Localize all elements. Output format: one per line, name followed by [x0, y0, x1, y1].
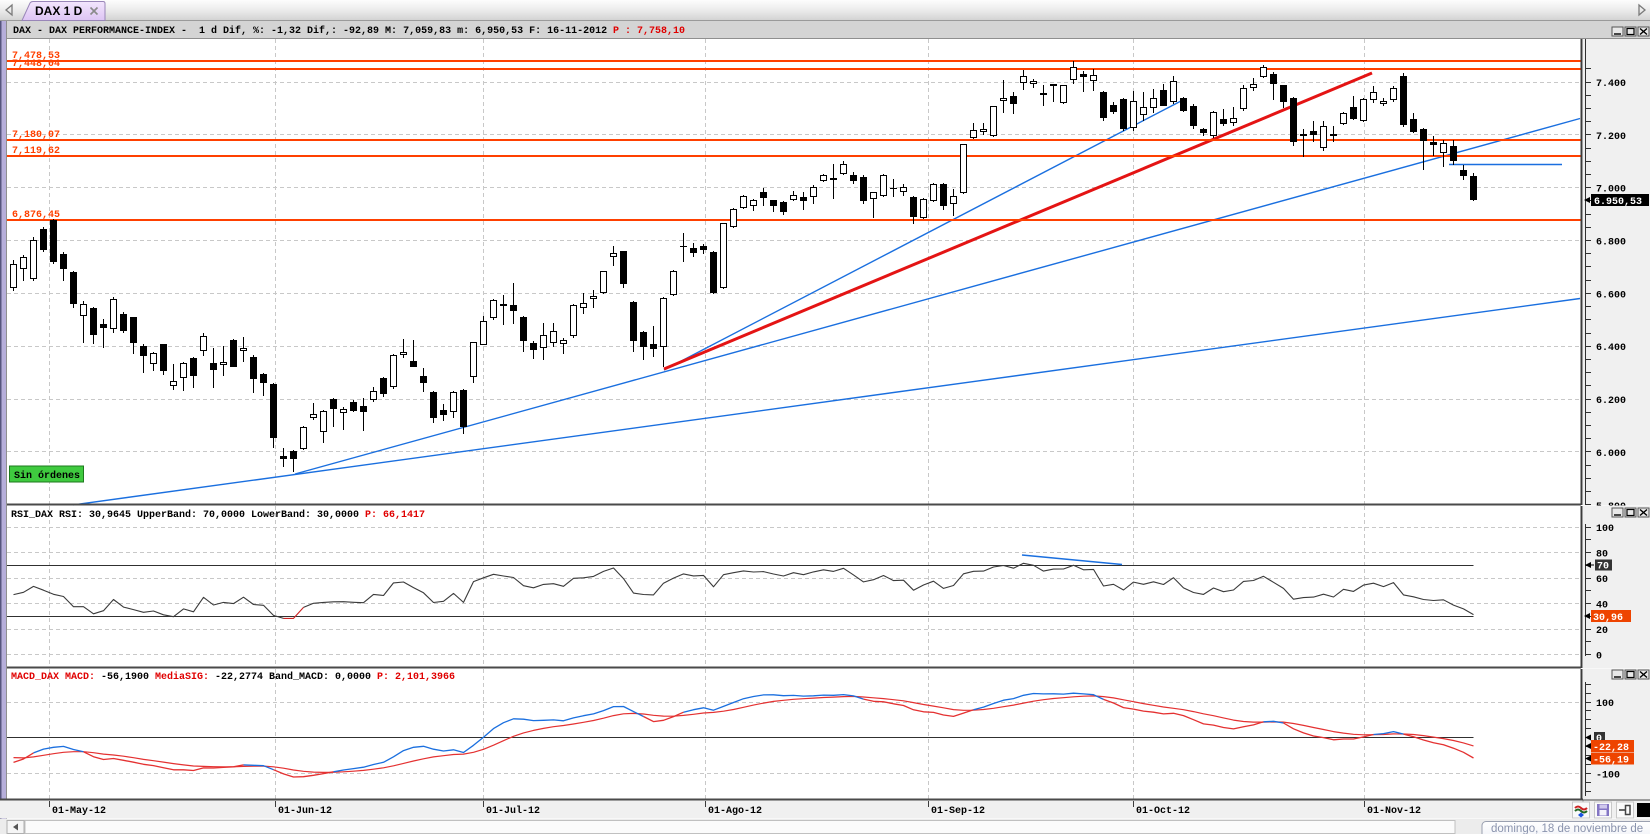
svg-text:7,119,62: 7,119,62 [12, 146, 60, 157]
svg-text:DAX - DAX PERFORMANCE-INDEX -: DAX - DAX PERFORMANCE-INDEX - 1 d Dif, %… [13, 25, 613, 37]
svg-text:RSI_DAX RSI: 30,9645 UpperBand: RSI_DAX RSI: 30,9645 UpperBand: 70,0000 … [11, 509, 365, 521]
svg-text:Sin órdenes: Sin órdenes [14, 470, 80, 482]
svg-text:P : 7,758,10: P : 7,758,10 [613, 26, 685, 37]
svg-text:MediaSIG:: MediaSIG: [155, 671, 215, 683]
svg-text:01-Ago-12: 01-Ago-12 [708, 806, 762, 817]
svg-text:40: 40 [1596, 601, 1608, 612]
svg-text:7.000: 7.000 [1596, 185, 1626, 196]
svg-text:-22,2774: -22,2774 [215, 672, 269, 683]
svg-text:7,180,07: 7,180,07 [12, 130, 60, 141]
svg-text:MACD_DAX MACD:: MACD_DAX MACD: [11, 672, 101, 683]
svg-text:60: 60 [1596, 575, 1608, 586]
svg-text:01-May-12: 01-May-12 [52, 806, 106, 817]
svg-text:6.800: 6.800 [1596, 238, 1626, 249]
svg-text:domingo, 18 de noviembre de: domingo, 18 de noviembre de [1491, 823, 1643, 834]
svg-text:20: 20 [1596, 626, 1608, 637]
svg-text:100: 100 [1596, 699, 1614, 710]
svg-text:6.950,53: 6.950,53 [1594, 197, 1642, 208]
svg-text:6.200: 6.200 [1596, 396, 1626, 407]
svg-text:100: 100 [1596, 524, 1614, 535]
svg-text:6,876,45: 6,876,45 [12, 210, 60, 221]
svg-text:6.400: 6.400 [1596, 343, 1626, 354]
svg-text:DAX 1 D: DAX 1 D [35, 4, 83, 18]
svg-text:7.200: 7.200 [1596, 132, 1626, 143]
svg-text:01-Jul-12: 01-Jul-12 [486, 805, 540, 817]
svg-text:01-Jun-12: 01-Jun-12 [278, 806, 332, 817]
svg-text:Band_MACD: 0,0000: Band_MACD: 0,0000 [269, 671, 377, 683]
svg-text:6.000: 6.000 [1596, 449, 1626, 460]
svg-text:7.400: 7.400 [1596, 79, 1626, 90]
svg-text:P: 66,1417: P: 66,1417 [365, 510, 425, 521]
svg-text:-56,1900: -56,1900 [101, 672, 155, 683]
svg-text:30,96: 30,96 [1593, 613, 1623, 624]
svg-text:7,478,53: 7,478,53 [12, 51, 60, 62]
svg-text:70: 70 [1597, 562, 1609, 573]
svg-text:01-Nov-12: 01-Nov-12 [1367, 806, 1421, 817]
svg-text:80: 80 [1596, 550, 1608, 561]
svg-text:-56,19: -56,19 [1593, 756, 1629, 767]
svg-text:0: 0 [1596, 734, 1602, 745]
svg-text:01-Sep-12: 01-Sep-12 [931, 806, 985, 817]
svg-text:P: 2,101,3966: P: 2,101,3966 [377, 672, 455, 683]
svg-text:-100: -100 [1596, 771, 1620, 782]
svg-text:0: 0 [1596, 652, 1602, 663]
svg-text:01-Oct-12: 01-Oct-12 [1136, 806, 1190, 817]
svg-text:-22,28: -22,28 [1593, 743, 1629, 754]
svg-text:7,448,04: 7,448,04 [12, 59, 60, 70]
svg-text:6.600: 6.600 [1596, 290, 1626, 301]
